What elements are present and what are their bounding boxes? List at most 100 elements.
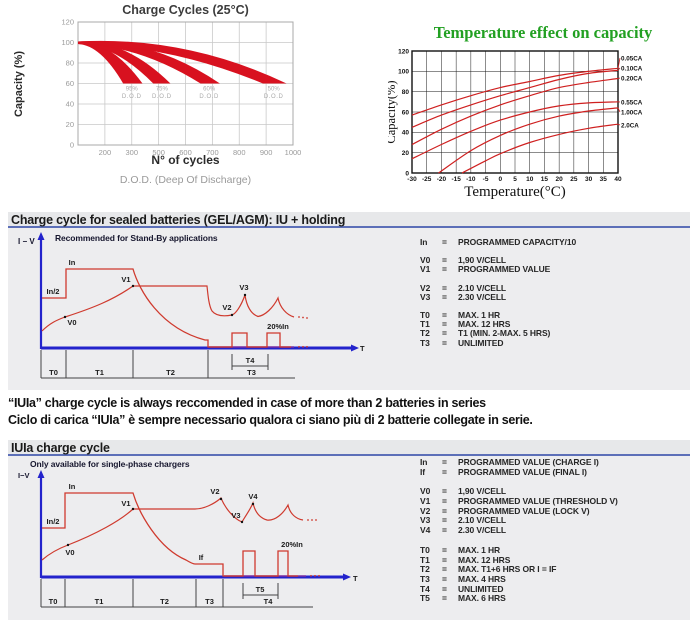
svg-text:T2: T2 (166, 368, 175, 377)
svg-text:V0: V0 (67, 318, 76, 327)
svg-text:50%: 50% (268, 87, 281, 93)
svg-text:95%: 95% (126, 87, 139, 93)
svg-text:In: In (69, 258, 76, 267)
legend-row: T0 = MAX. 1 HR (420, 309, 501, 320)
legend-row: V2 = 2.10 V/CELL (420, 282, 507, 293)
svg-text:In/2: In/2 (47, 517, 60, 526)
legend-row: V2 = PROGRAMMED VALUE (LOCK V) (420, 505, 590, 516)
panel2-legend: In = PROGRAMMED VALUE (CHARGE I) If = PROGRAM… (420, 457, 618, 614)
svg-text:40: 40 (402, 130, 410, 137)
svg-text:If: If (199, 553, 204, 562)
legend-row: In = PROGRAMMED VALUE (CHARGE I) (420, 457, 599, 467)
svg-text:T1: T1 (95, 597, 104, 606)
svg-text:500: 500 (152, 148, 165, 157)
svg-text:1.00CA: 1.00CA (621, 109, 643, 116)
svg-text:75%: 75% (156, 87, 169, 93)
legend-row: T3 = MAX. 4 HRS (420, 573, 506, 584)
svg-text:Capacity (%): Capacity (%) (13, 51, 25, 117)
svg-text:N° of cycles: N° of cycles (151, 153, 219, 167)
svg-text:60: 60 (66, 79, 74, 88)
svg-text:I−V: I−V (18, 471, 29, 480)
svg-text:0.10CA: 0.10CA (621, 65, 643, 72)
svg-text:-15: -15 (451, 176, 461, 183)
legend-row: T1 = MAX. 12 HRS (420, 319, 511, 330)
svg-text:25: 25 (570, 176, 578, 183)
legend-row: V0 = 1,90 V/CELL (420, 486, 507, 497)
svg-text:0: 0 (498, 176, 502, 183)
svg-text:60: 60 (402, 109, 410, 116)
svg-text:120: 120 (398, 48, 409, 55)
svg-text:35: 35 (600, 176, 608, 183)
svg-text:1000: 1000 (285, 148, 302, 157)
svg-text:T3: T3 (247, 368, 256, 377)
svg-text:-5: -5 (483, 176, 489, 183)
svg-text:600: 600 (179, 148, 192, 157)
svg-text:700: 700 (206, 148, 219, 157)
svg-text:20: 20 (66, 120, 74, 129)
panel-iuia-charge-cycle: IUIa charge cycle Only available for sin… (8, 440, 690, 620)
svg-text:-10: -10 (466, 176, 476, 183)
panel1-note: Recommended for Stand-By applications (55, 233, 218, 243)
svg-text:V3: V3 (231, 511, 240, 520)
svg-text:15: 15 (541, 176, 549, 183)
svg-text:I − V: I − V (18, 237, 35, 246)
svg-text:40: 40 (66, 100, 74, 109)
legend-group: T0 = MAX. 1 HR T1 = MAX. 12 HRS T2 = T1 (MIN. 2-… (420, 309, 576, 348)
svg-text:T1: T1 (95, 368, 104, 377)
svg-text:Temperature(°C): Temperature(°C) (464, 184, 566, 200)
svg-text:80: 80 (66, 59, 74, 68)
svg-text:T3: T3 (205, 597, 214, 606)
svg-text:20%In: 20%In (267, 322, 289, 331)
svg-text:20: 20 (556, 176, 564, 183)
svg-text:T: T (353, 574, 358, 583)
legend-row: V4 = 2.30 V/CELL (420, 525, 507, 536)
svg-text:V1: V1 (121, 275, 130, 284)
gel-agm-waveform-diagram: I − V In In/2 V0 V1 V2 V3 20%In T T0 T1 T2 T3 T4 (18, 232, 365, 379)
legend-group: V0 = 1,90 V/CELL V1 = PROGRAMMED VALUE (THRES… (420, 487, 618, 535)
legend-row: T2 = T1 (MIN. 2-MAX. 5 HRS) (420, 328, 551, 339)
legend-row: V3 = 2.10 V/CELL (420, 515, 507, 526)
panel2-title: IUIa charge cycle (8, 440, 690, 456)
legend-row: T3 = UNLIMITED (420, 337, 504, 348)
svg-text:T4: T4 (264, 597, 274, 606)
legend-row: V1 = PROGRAMMED VALUE (420, 264, 551, 275)
panel2-note: Only available for single-phase chargers (30, 459, 190, 469)
svg-text:V2: V2 (222, 303, 231, 312)
legend-row: T1 = MAX. 12 HRS (420, 554, 511, 565)
svg-text:100: 100 (61, 38, 74, 47)
svg-text:0.20CA: 0.20CA (621, 75, 643, 82)
svg-text:V4: V4 (248, 492, 258, 501)
svg-text:-20: -20 (437, 176, 447, 183)
svg-text:2.0CA: 2.0CA (621, 122, 639, 129)
svg-text:800: 800 (233, 148, 246, 157)
legend-group: T0 = MAX. 1 HR T1 = MAX. 12 HRS T2 = MAX. T1+6 H… (420, 544, 618, 604)
legend-row: T5 = MAX. 6 HRS (420, 593, 506, 604)
svg-text:200: 200 (99, 148, 112, 157)
series-note-en: “IUIa” charge cycle is always reccomende… (8, 396, 486, 410)
legend-group: In = PROGRAMMED VALUE (CHARGE I) If = PROGRAM… (420, 457, 618, 477)
svg-text:V1: V1 (121, 499, 130, 508)
svg-text:5: 5 (513, 176, 517, 183)
charge-cycles-chart: Charge Cycles (25°C) 0 20 40 60 80 100 120 200 30… (13, 3, 302, 186)
svg-text:100: 100 (398, 69, 409, 76)
svg-text:300: 300 (125, 148, 138, 157)
svg-text:-25: -25 (422, 176, 432, 183)
panel1-title: Charge cycle for sealed batteries (GEL/A… (8, 212, 690, 228)
legend-row: In = PROGRAMMED CAPACITY/10 (420, 237, 577, 247)
legend-group: V0 = 1,90 V/CELL V1 = PROGRAMMED VALUE (420, 255, 576, 275)
svg-text:60%: 60% (203, 87, 216, 93)
iuia-waveform-diagram: I−V In In/2 V0 V1 V2 V3 V4 If 20%In T T0 T1 T2 T3 T4 T5 (18, 470, 358, 608)
panel1-legend: In = PROGRAMMED CAPACITY/10 V0 = 1,90 V/CELL V… (420, 237, 577, 357)
svg-text:120: 120 (61, 18, 74, 27)
legend-group: In = PROGRAMMED CAPACITY/10 (420, 237, 577, 247)
legend-row: T4 = UNLIMITED (420, 583, 504, 594)
svg-text:900: 900 (260, 148, 273, 157)
svg-text:40: 40 (614, 176, 622, 183)
svg-text:D.O.D. (Deep Of Discharge): D.O.D. (Deep Of Discharge) (120, 174, 251, 186)
legend-row: T0 = MAX. 1 HR (420, 544, 501, 555)
svg-text:10: 10 (526, 176, 534, 183)
svg-text:T2: T2 (160, 597, 169, 606)
legend-row: V1 = PROGRAMMED VALUE (THRESHOLD V) (420, 496, 618, 507)
svg-text:V0: V0 (65, 548, 74, 557)
